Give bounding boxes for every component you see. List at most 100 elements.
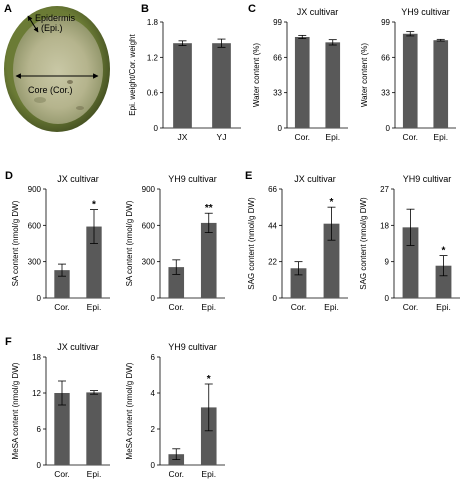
y-axis-label: MeSA content (nmol/g DW) (11, 362, 20, 459)
photo-panel: A Epidermis (Epi.) Core (Cor.) (4, 3, 110, 132)
y-tick-label: 6 (151, 353, 156, 362)
y-tick-label: 300 (142, 258, 156, 267)
bar (168, 267, 185, 298)
bar (54, 393, 70, 465)
significance-marker: * (442, 246, 446, 257)
y-tick-label: 0 (37, 461, 42, 470)
chart-d1: D JX cultivar SA content (nmol/g DW) 0 300 60… (5, 170, 110, 312)
y-tick-label: 33 (273, 89, 282, 98)
x-tick-label: Cor. (168, 469, 184, 479)
y-tick-label: 0.6 (147, 89, 159, 98)
y-tick-label: 18 (380, 221, 389, 230)
significance-marker: ** (205, 203, 213, 214)
y-tick-label: 6 (37, 425, 42, 434)
significance-marker: * (330, 197, 334, 208)
bar (200, 407, 217, 465)
panel-label: B (141, 3, 149, 15)
y-tick-label: 0 (278, 124, 283, 133)
x-tick-label: Epi. (433, 132, 448, 142)
core-label: Core (Cor.) (28, 85, 73, 95)
y-tick-label: 44 (268, 221, 277, 230)
panel-label-a: A (4, 3, 12, 15)
bar (290, 268, 307, 298)
epidermis-abbr: (Epi.) (41, 23, 63, 33)
chart-b: B Epi. weight/Cor. weight 0 0.6 1.2 1.8 JX YJ (128, 3, 241, 142)
y-tick-label: 300 (28, 258, 42, 267)
bar (402, 227, 419, 298)
chart-title: JX cultivar (297, 7, 339, 17)
y-tick-label: 2 (151, 425, 156, 434)
y-tick-label: 66 (381, 53, 390, 62)
y-tick-label: 4 (151, 389, 156, 398)
y-tick-label: 27 (380, 185, 389, 194)
bar (294, 36, 310, 128)
y-axis-label: SA content (nmol/g DW) (125, 200, 134, 286)
x-tick-label: Epi. (201, 302, 216, 312)
x-tick-label: Cor. (168, 302, 184, 312)
chart-title: YH9 cultivar (168, 174, 217, 184)
chart-title: JX cultivar (294, 174, 336, 184)
y-tick-label: 22 (268, 258, 277, 267)
significance-marker: * (92, 200, 96, 211)
y-axis-label: SAG content (nmol/g DW) (247, 197, 256, 290)
y-tick-label: 0 (151, 461, 156, 470)
epidermis-label: Epidermis (35, 13, 76, 23)
y-tick-label: 12 (32, 389, 41, 398)
fruit-core (13, 16, 103, 124)
x-tick-label: Epi. (201, 469, 216, 479)
y-tick-label: 600 (28, 221, 42, 230)
x-tick-label: JX (178, 132, 188, 142)
y-tick-label: 1.8 (147, 18, 159, 27)
x-tick-label: Cor. (403, 302, 419, 312)
chart-d2: YH9 cultivar SA content (nmol/g DW) 0 300 60… (125, 174, 225, 312)
bar (54, 270, 70, 298)
fruit-speck (67, 80, 73, 84)
bar (402, 33, 418, 128)
chart-e2: YH9 cultivar SAG content (nmol/g DW) 0 9 18 2… (359, 174, 460, 312)
panel-label: F (5, 336, 12, 348)
x-tick-label: YJ (217, 132, 227, 142)
y-tick-label: 1.2 (147, 53, 159, 62)
chart-title: YH9 cultivar (403, 174, 452, 184)
x-tick-label: Epi. (87, 302, 102, 312)
y-tick-label: 0 (273, 294, 278, 303)
chart-title: YH9 cultivar (401, 7, 450, 17)
y-tick-label: 0 (37, 294, 42, 303)
y-tick-label: 66 (273, 53, 282, 62)
panel-label: D (5, 170, 13, 182)
x-tick-label: Epi. (324, 302, 339, 312)
charts-group: B Epi. weight/Cor. weight 0 0.6 1.2 1.8 JX YJ C J… (5, 3, 460, 479)
y-tick-label: 66 (268, 185, 277, 194)
y-tick-label: 0 (154, 124, 159, 133)
y-tick-label: 600 (142, 221, 156, 230)
chart-f1: F JX cultivar MeSA content (nmol/g DW) 0 6 12… (5, 336, 110, 479)
y-tick-label: 900 (142, 185, 156, 194)
y-tick-label: 0 (385, 294, 390, 303)
y-tick-label: 900 (28, 185, 42, 194)
chart-c1: C JX cultivar Water content (%) 0 33 66 99 Cor.… (248, 3, 348, 142)
x-tick-label: Epi. (325, 132, 340, 142)
chart-c2: YH9 cultivar Water content (%) 0 33 66 99 Cor.… (360, 7, 456, 142)
bar (433, 40, 449, 128)
epidermis-arrow (27, 15, 39, 33)
bar (212, 43, 231, 129)
y-tick-label: 9 (385, 258, 390, 267)
bar (323, 223, 340, 298)
fruit-speck (34, 97, 46, 103)
bar (200, 222, 217, 298)
x-tick-label: Cor. (291, 302, 307, 312)
fruit-speck (76, 106, 84, 110)
y-axis-label: Epi. weight/Cor. weight (128, 34, 137, 116)
y-tick-label: 33 (381, 89, 390, 98)
chart-e1: E JX cultivar SAG content (nmol/g DW) 0 22 44… (245, 170, 348, 312)
panel-label: E (245, 170, 252, 182)
chart-title: JX cultivar (57, 342, 99, 352)
panel-label: C (248, 3, 256, 15)
bar (325, 42, 341, 129)
x-tick-label: Epi. (436, 302, 451, 312)
chart-f2: YH9 cultivar MeSA content (nmol/g DW) 0 2 4 6… (125, 342, 225, 479)
y-axis-label: Water content (%) (360, 43, 369, 108)
bar (173, 43, 192, 129)
y-tick-label: 99 (381, 18, 390, 27)
